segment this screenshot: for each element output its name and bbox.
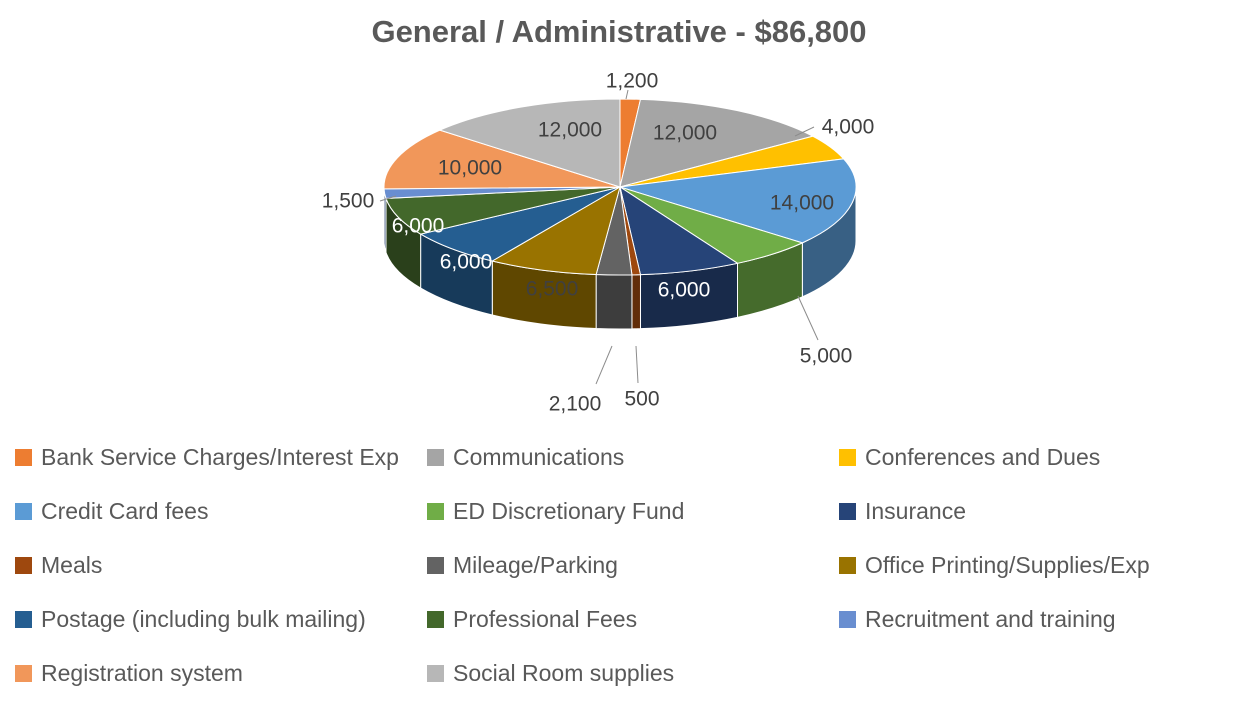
legend-label: Conferences and Dues	[865, 444, 1100, 471]
legend-swatch	[839, 611, 856, 628]
legend-swatch	[15, 503, 32, 520]
legend-swatch	[15, 557, 32, 574]
data-label-9: 6,000	[440, 251, 493, 274]
legend-label: Insurance	[865, 498, 966, 525]
legend-swatch	[839, 449, 856, 466]
pie-side-7	[596, 275, 632, 329]
chart-legend: Bank Service Charges/Interest Exp Communi…	[0, 436, 1238, 706]
legend-item: Professional Fees	[427, 599, 637, 639]
legend-swatch	[15, 611, 32, 628]
legend-item: Registration system	[15, 653, 243, 693]
legend-label: Credit Card fees	[41, 498, 208, 525]
leader-line-6	[636, 346, 638, 383]
legend-label: Recruitment and training	[865, 606, 1116, 633]
legend-swatch	[427, 557, 444, 574]
pie-side-6	[632, 275, 641, 329]
data-label-4: 5,000	[800, 345, 853, 368]
legend-swatch	[427, 611, 444, 628]
legend-swatch	[839, 557, 856, 574]
legend-label: Social Room supplies	[453, 660, 674, 687]
data-label-0: 1,200	[606, 70, 659, 93]
legend-label: Office Printing/Supplies/Exp	[865, 552, 1150, 579]
legend-item: Insurance	[839, 491, 966, 531]
legend-item: Conferences and Dues	[839, 437, 1100, 477]
legend-item: Bank Service Charges/Interest Exp	[15, 437, 399, 477]
legend-item: ED Discretionary Fund	[427, 491, 684, 531]
legend-item: Office Printing/Supplies/Exp	[839, 545, 1150, 585]
data-label-1: 12,000	[653, 122, 717, 145]
legend-label: Communications	[453, 444, 624, 471]
legend-label: Professional Fees	[453, 606, 637, 633]
data-label-11: 1,500	[322, 190, 375, 213]
data-label-2: 4,000	[822, 116, 875, 139]
legend-swatch	[15, 665, 32, 682]
data-label-7: 2,100	[549, 393, 602, 416]
legend-label: Meals	[41, 552, 102, 579]
leader-line-4	[798, 296, 818, 340]
legend-label: ED Discretionary Fund	[453, 498, 684, 525]
pie-chart: 1,200 12,000 4,000 14,000 5,000 6,000 500 2,100…	[0, 0, 1238, 436]
legend-swatch	[839, 503, 856, 520]
legend-label: Mileage/Parking	[453, 552, 618, 579]
data-label-6: 500	[624, 388, 659, 411]
legend-item: Mileage/Parking	[427, 545, 618, 585]
legend-swatch	[427, 665, 444, 682]
legend-swatch	[427, 449, 444, 466]
legend-item: Recruitment and training	[839, 599, 1116, 639]
data-label-5: 6,000	[658, 279, 711, 302]
legend-swatch	[427, 503, 444, 520]
legend-item: Postage (including bulk mailing)	[15, 599, 366, 639]
data-label-12: 10,000	[438, 157, 502, 180]
data-label-10: 6,000	[392, 215, 445, 238]
leader-line-7	[596, 346, 612, 384]
legend-swatch	[15, 449, 32, 466]
legend-item: Credit Card fees	[15, 491, 208, 531]
legend-item: Meals	[15, 545, 102, 585]
data-label-13: 12,000	[538, 119, 602, 142]
legend-label: Bank Service Charges/Interest Exp	[41, 444, 399, 471]
data-label-3: 14,000	[770, 192, 834, 215]
data-label-8: 6,500	[526, 278, 579, 301]
legend-label: Postage (including bulk mailing)	[41, 606, 366, 633]
legend-item: Communications	[427, 437, 624, 477]
legend-item: Social Room supplies	[427, 653, 674, 693]
legend-label: Registration system	[41, 660, 243, 687]
